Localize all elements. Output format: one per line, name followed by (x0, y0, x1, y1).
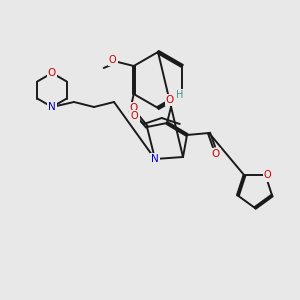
Text: O: O (109, 55, 117, 65)
Text: H: H (176, 90, 184, 100)
Text: O: O (130, 103, 138, 113)
Text: N: N (151, 154, 159, 164)
Text: O: O (48, 68, 56, 78)
Text: O: O (131, 111, 139, 121)
Text: N: N (48, 102, 56, 112)
Text: O: O (212, 149, 220, 159)
Text: O: O (166, 95, 174, 105)
Text: O: O (264, 170, 272, 180)
